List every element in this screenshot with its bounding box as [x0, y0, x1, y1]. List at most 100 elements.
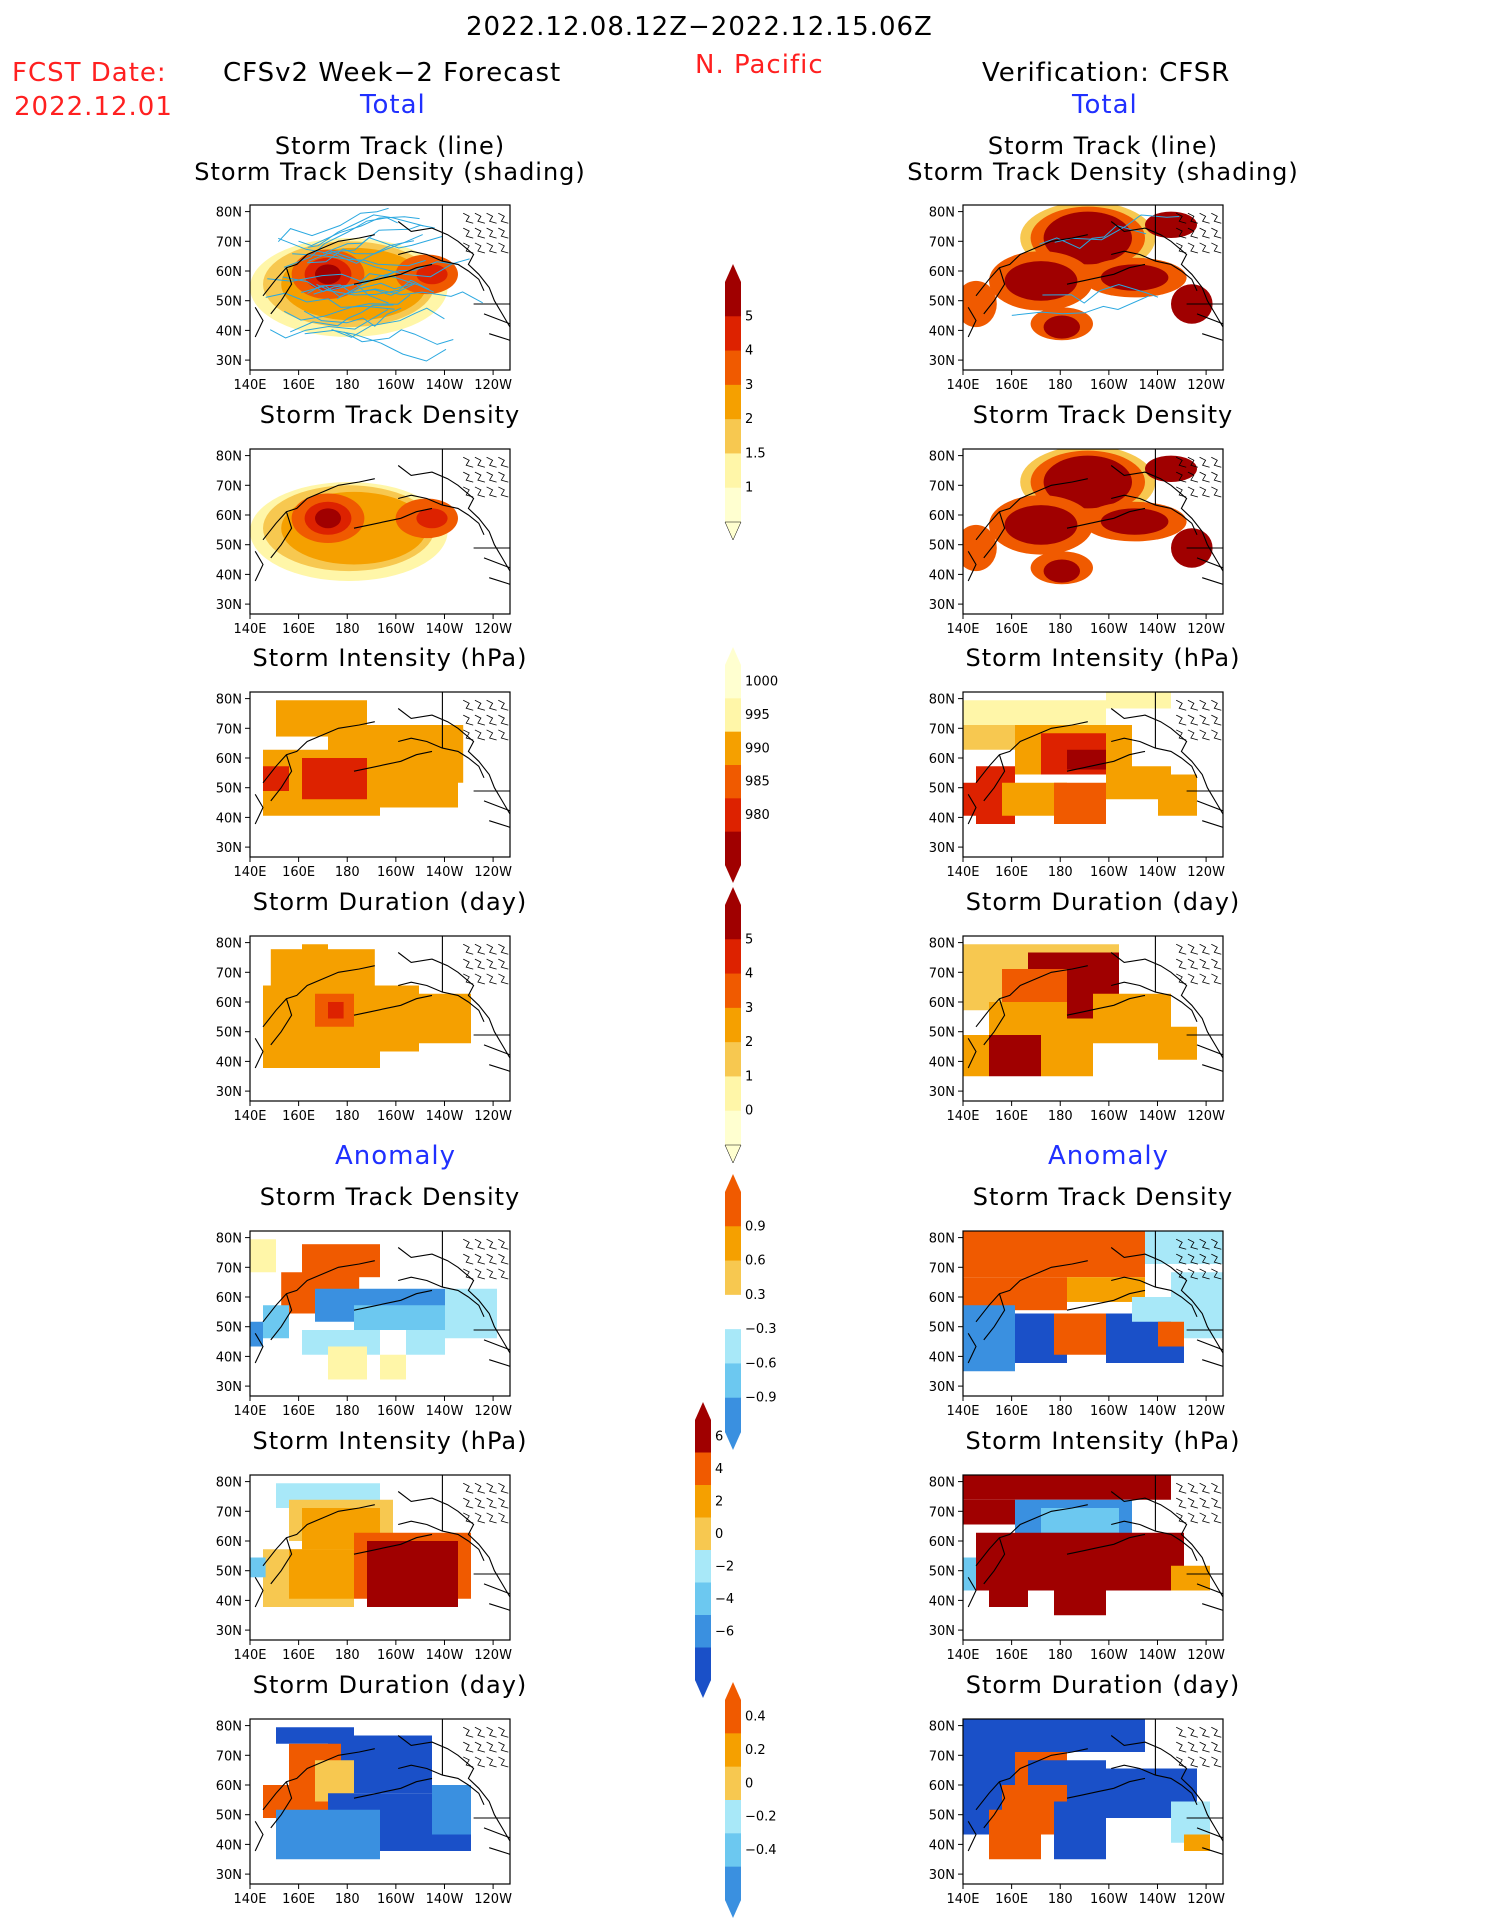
coastline: [1196, 1583, 1223, 1595]
island-outline: [486, 212, 497, 224]
colorbar-label: −0.6: [745, 1356, 777, 1371]
colorbar-segment: [725, 798, 741, 833]
map-left-intensity-anom: 80N 70N 60N 50N 40N 30N 140E 160E 180 160W 140W 120…: [216, 1474, 512, 1660]
map-left-density: 80N 70N 60N 50N 40N 30N 140E 160E 180 160W 140W 120…: [216, 448, 512, 634]
colorbar-arrow-top: [695, 1402, 711, 1420]
coastline: [1111, 1764, 1198, 1806]
lon-label: 140W: [1139, 1404, 1177, 1416]
coastline: [489, 820, 510, 828]
lon-label: 160E: [282, 1404, 315, 1416]
coastline: [1202, 1359, 1223, 1367]
plot-frame: [962, 204, 1224, 371]
lon-label: 140W: [1139, 378, 1177, 390]
island-outline: [1176, 1482, 1187, 1494]
coastline: [483, 800, 510, 812]
map-right-track: 80N 70N 60N 50N 40N 30N 140E 160E 180 160W 140W 120…: [929, 204, 1225, 390]
colorbar-arrow-top: [725, 1174, 741, 1192]
island-outline: [1187, 973, 1199, 985]
coastline: [489, 333, 510, 341]
map-shading: [250, 205, 510, 370]
axes: 80N 70N 60N 50N 40N 30N 140E 160E 180 160W 140W 120…: [216, 1230, 512, 1416]
coastline: [398, 1764, 485, 1806]
colorbar-label: 0.6: [745, 1254, 766, 1269]
island-outline: [1199, 471, 1210, 483]
coastline: [254, 551, 264, 582]
lon-label: 160W: [377, 1404, 415, 1416]
lon-label: 140W: [426, 378, 464, 390]
lon-label: 160E: [282, 865, 315, 877]
lat-label: 30N: [216, 1380, 242, 1395]
lon-label: 160W: [1090, 1404, 1128, 1416]
island-outline: [498, 699, 509, 711]
coastline: [262, 1504, 375, 1567]
right-intensity-title: Storm Intensity (hPa): [965, 644, 1241, 672]
coastline: [489, 1603, 510, 1611]
storm-track-line: [282, 276, 389, 304]
axes: 80N 70N 60N 50N 40N 30N 140E 160E 180 160W 140W 120…: [216, 1718, 512, 1904]
coastline: [397, 221, 510, 328]
storm-track-line: [1011, 295, 1149, 316]
island-outline: [463, 714, 474, 726]
island-outline: [486, 1253, 497, 1265]
coastline: [967, 1577, 977, 1608]
colorbar-segment: [725, 1700, 741, 1734]
shading-blob: [963, 524, 997, 572]
island-outline: [498, 714, 509, 726]
colorbar-label: 3: [745, 1001, 753, 1016]
lat-label: 50N: [929, 539, 955, 554]
storm-track-line: [336, 261, 460, 300]
island-outline: [474, 1512, 486, 1524]
colorbar-label: 4: [715, 1462, 723, 1477]
island-outline: [498, 1726, 509, 1738]
colorbar-segment: [725, 831, 741, 866]
lat-label: 60N: [216, 996, 242, 1011]
island-outline: [498, 943, 509, 955]
island-outline: [498, 471, 509, 483]
island-outline: [474, 1238, 486, 1250]
coastline: [975, 478, 1088, 541]
coastline: [1196, 1339, 1223, 1351]
colorbar-segment: [725, 1800, 741, 1834]
lat-label: 60N: [216, 509, 242, 524]
island-outline: [1187, 1482, 1199, 1494]
shading-cell: [289, 1549, 354, 1599]
region-title: N. Pacific: [695, 50, 824, 80]
island-outline: [1211, 958, 1222, 970]
lon-label: 180: [335, 1648, 360, 1660]
left-duration-title: Storm Duration (day): [252, 888, 528, 916]
map-shading: [250, 1231, 510, 1396]
shading-blob: [416, 508, 448, 529]
island-outline: [1187, 486, 1199, 498]
storm-track-line: [307, 214, 424, 248]
lat-label: 80N: [929, 450, 955, 465]
coastline: [967, 1333, 977, 1364]
lat-label: 80N: [929, 1232, 955, 1247]
coastline: [1202, 333, 1223, 341]
island-outline: [486, 699, 497, 711]
island-outline: [474, 943, 486, 955]
colorbar-segment: [725, 453, 741, 489]
lat-label: 50N: [216, 782, 242, 797]
island-outline: [1199, 958, 1210, 970]
island-outline: [498, 1238, 509, 1250]
colorbar-segment: [725, 487, 741, 523]
island-outline: [498, 212, 509, 224]
island-outline: [1199, 1726, 1210, 1738]
coastline: [254, 1333, 264, 1364]
island-outline: [1176, 471, 1187, 483]
lat-label: 70N: [216, 1505, 242, 1520]
shading-blob: [1043, 559, 1080, 583]
shading-cell: [1184, 1834, 1210, 1851]
lat-label: 40N: [929, 1838, 955, 1853]
island-outline: [1176, 729, 1187, 741]
colorbar-segment: [725, 1866, 741, 1901]
island-outline: [1187, 943, 1199, 955]
island-outline: [474, 1482, 486, 1494]
colorbar-arrow-bottom: [725, 1900, 741, 1918]
island-outline: [498, 1512, 509, 1524]
shading-blob: [416, 264, 448, 285]
island-outline: [1211, 714, 1222, 726]
lon-label: 160E: [995, 622, 1028, 634]
island-outline: [1187, 227, 1199, 239]
island-outline: [474, 486, 486, 498]
